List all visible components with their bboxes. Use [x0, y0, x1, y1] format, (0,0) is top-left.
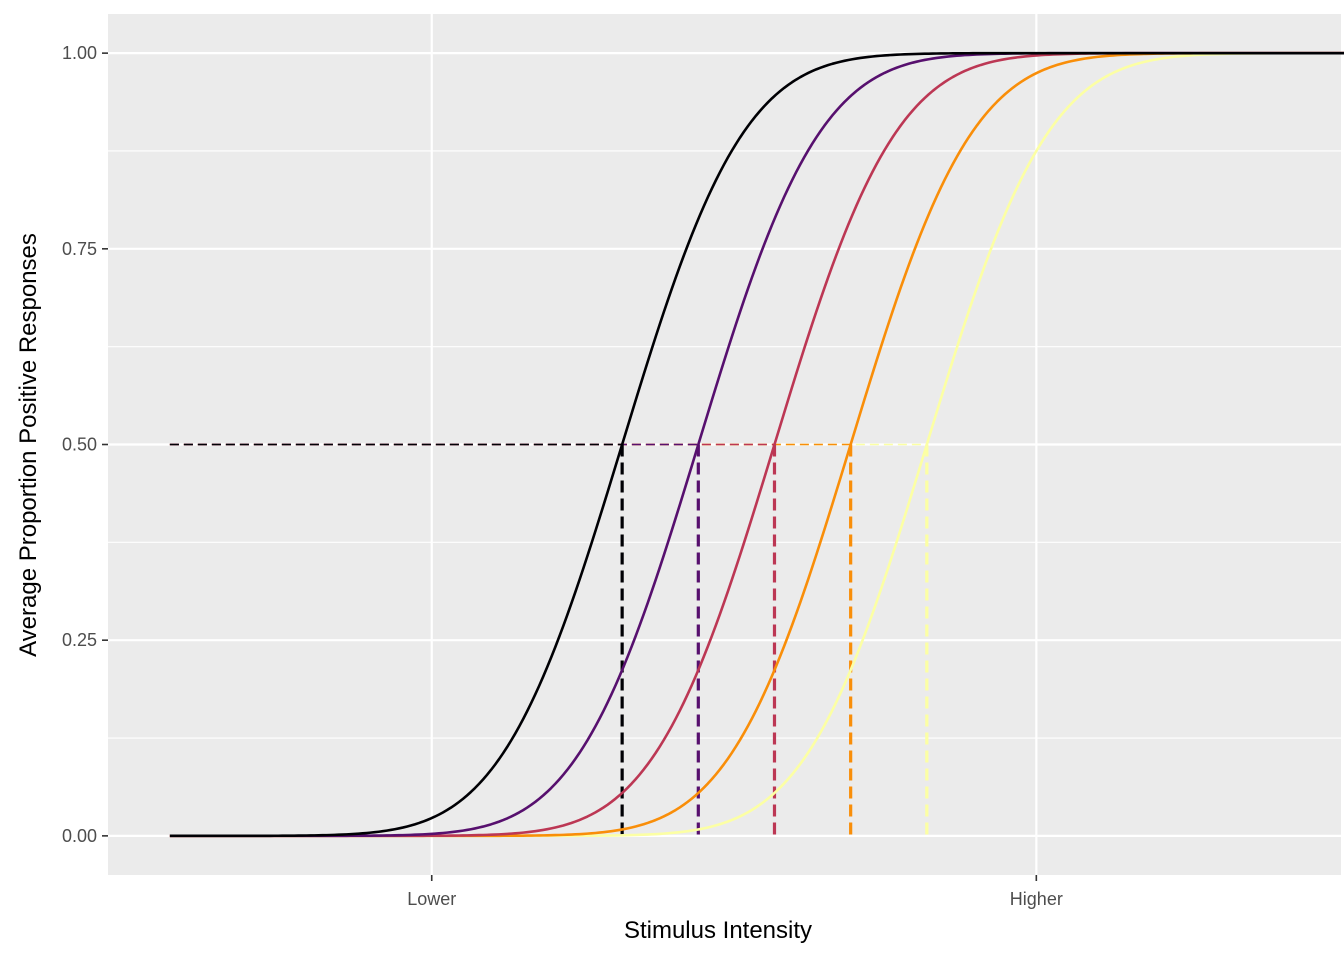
- y-tick-label: 0.25: [62, 630, 97, 650]
- grid-lines: [108, 14, 1341, 875]
- x-tick-label: Lower: [407, 889, 456, 909]
- y-tick-label: 1.00: [62, 43, 97, 63]
- y-tick-label: 0.00: [62, 826, 97, 846]
- series-line: [169, 51, 1344, 838]
- x-tick-label: Higher: [1010, 889, 1063, 909]
- psychometric-curves: [169, 51, 1344, 838]
- y-tick-label: 0.75: [62, 239, 97, 259]
- x-axis-title: Stimulus Intensity: [624, 917, 812, 944]
- y-tick-label: 0.50: [62, 435, 97, 455]
- y-axis-title: Average Proportion Positive Responses: [15, 233, 42, 657]
- threshold-guides: [169, 443, 929, 836]
- axes: 0.00 0.25 0.50 0.75 1.00 Lower Higher: [62, 43, 1063, 909]
